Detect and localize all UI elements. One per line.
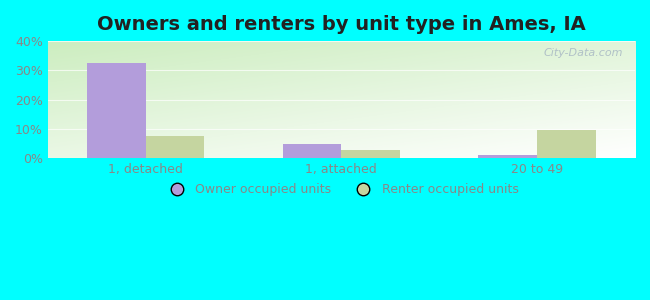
Text: City-Data.com: City-Data.com: [544, 48, 623, 58]
Bar: [283, 144, 341, 158]
Bar: [341, 150, 400, 158]
Bar: [146, 136, 204, 158]
Legend: Owner occupied units, Renter occupied units: Owner occupied units, Renter occupied un…: [159, 178, 523, 201]
Bar: [478, 155, 537, 158]
Bar: [537, 130, 596, 158]
Bar: [87, 63, 146, 158]
Title: Owners and renters by unit type in Ames, IA: Owners and renters by unit type in Ames,…: [97, 15, 586, 34]
